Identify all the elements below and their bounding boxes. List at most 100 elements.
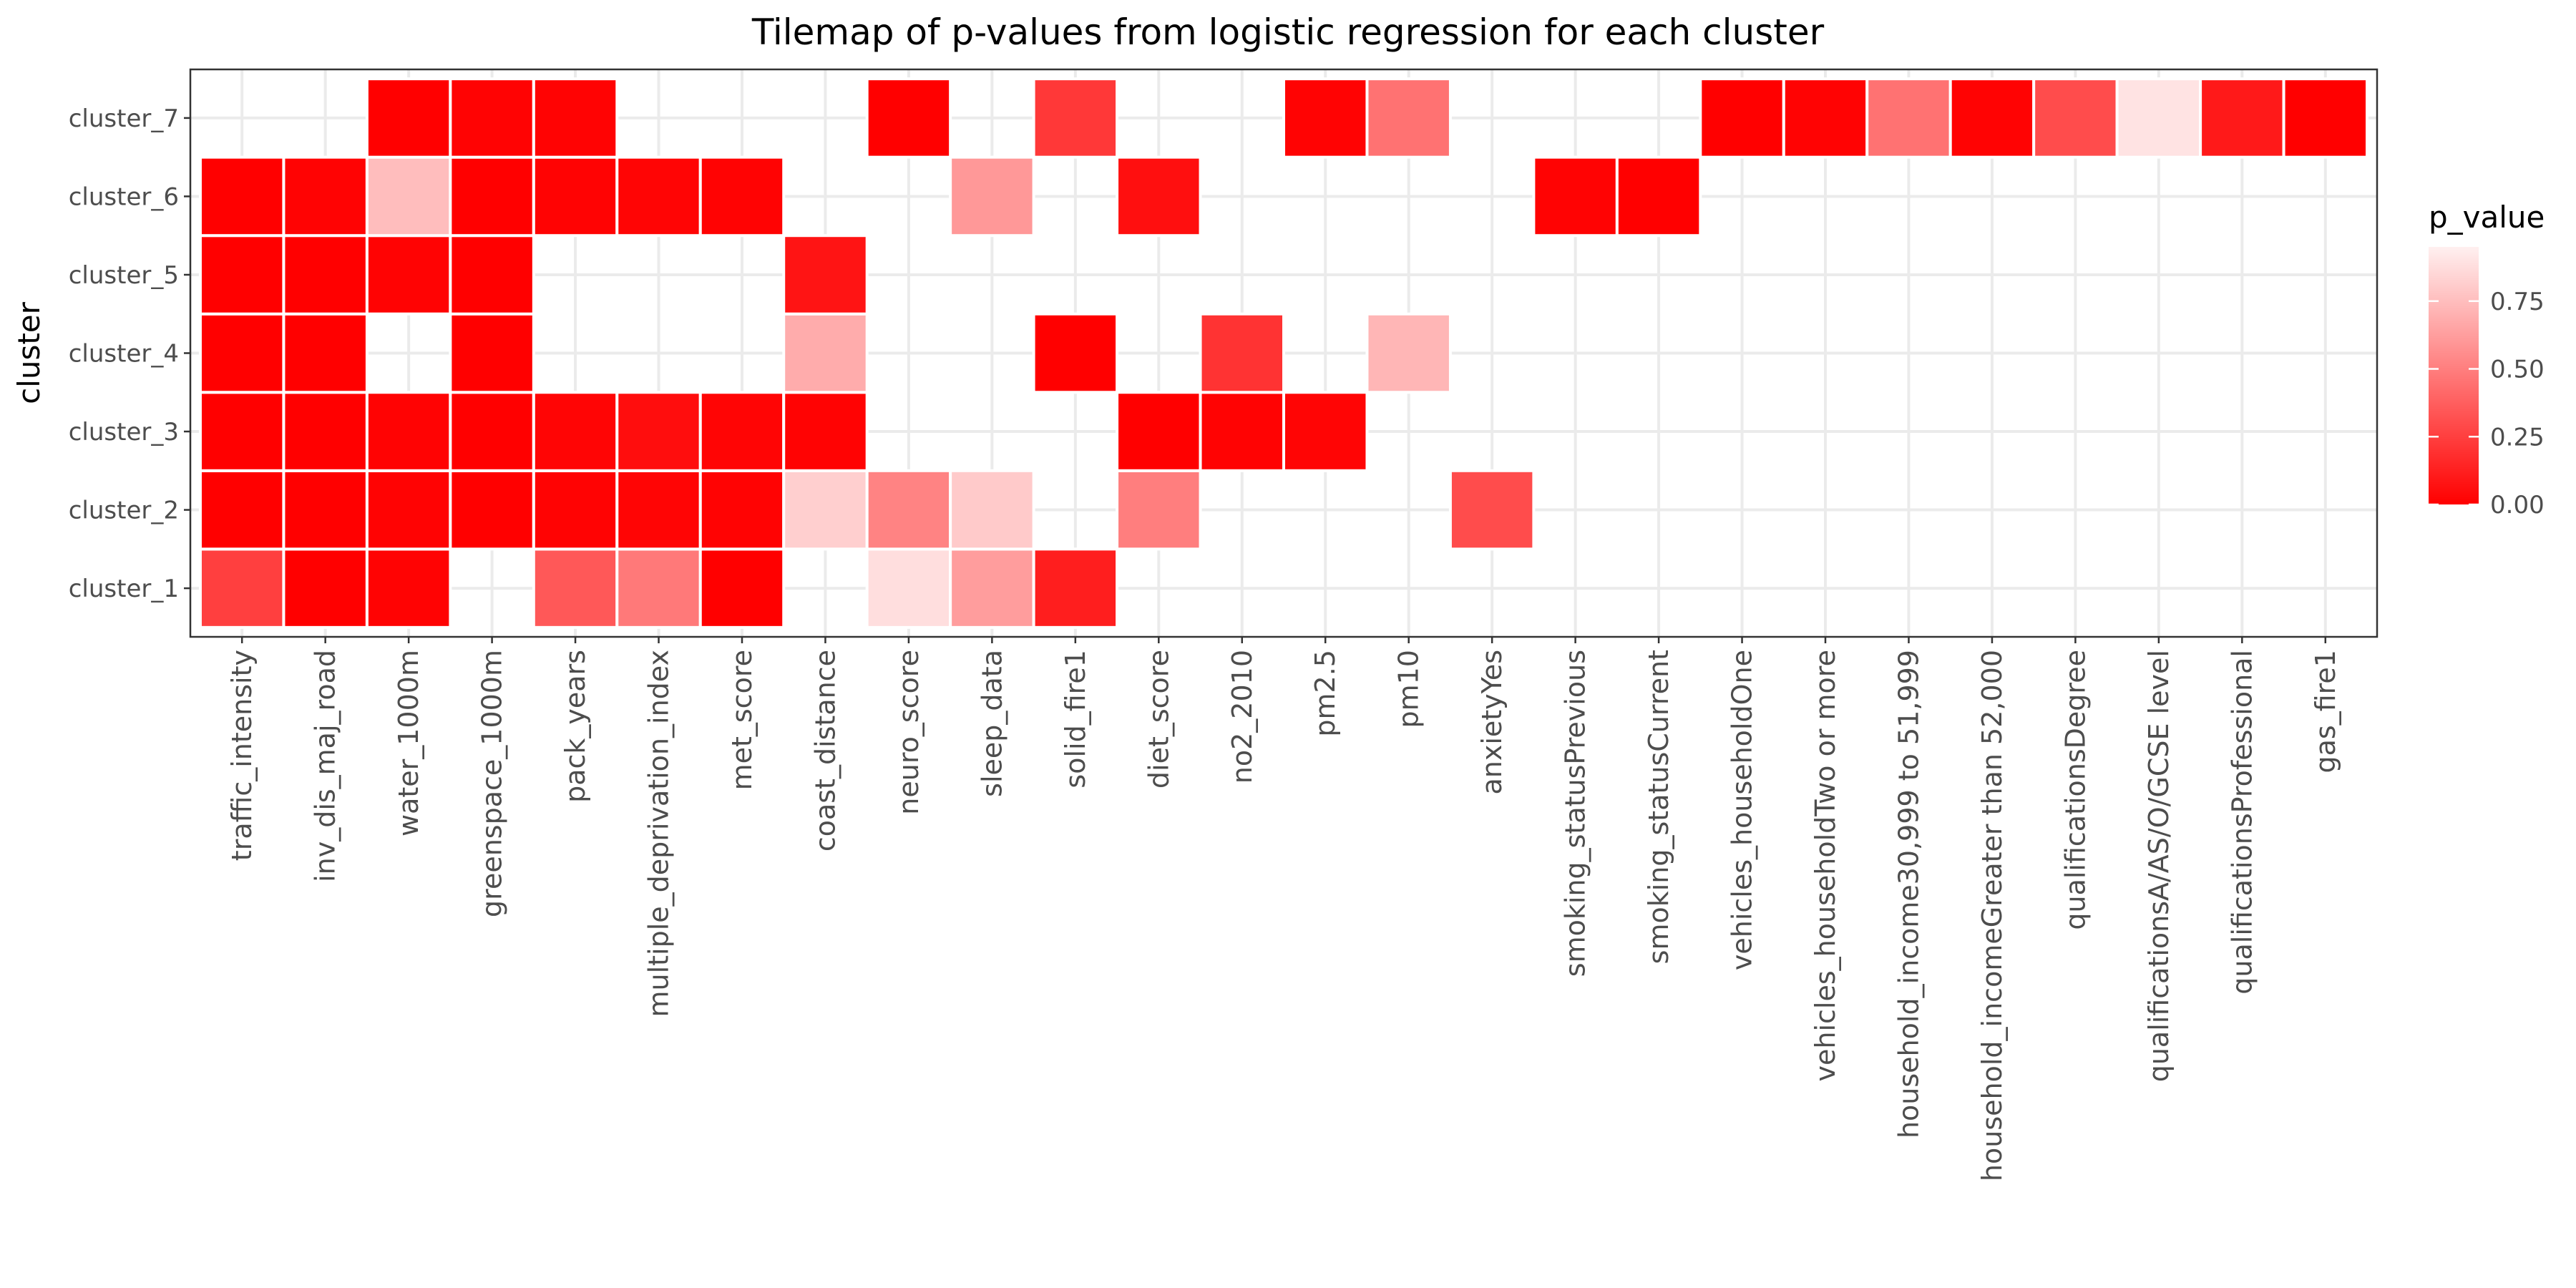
x-tick-label: diet_score bbox=[1143, 650, 1174, 789]
x-tick-label: qualificationsA/AS/O/GCSE level bbox=[2143, 650, 2175, 1082]
heatmap-cell bbox=[1282, 77, 1369, 159]
x-axis: traffic_intensity inv_dis_maj_road water_1… bbox=[226, 637, 2341, 1181]
heatmap-cell bbox=[949, 547, 1035, 629]
x-tick-label: water_1000m bbox=[393, 650, 424, 836]
heatmap-cell bbox=[782, 469, 869, 551]
heatmap-cell bbox=[1116, 155, 1202, 238]
x-tick-label: pack_years bbox=[560, 650, 591, 803]
heatmap-cell bbox=[198, 547, 286, 629]
x-tick-label: household_incomeGreater than 52,000 bbox=[1976, 650, 2008, 1181]
heatmap-cell bbox=[282, 312, 369, 394]
x-tick-label: vehicles_householdOne bbox=[1727, 650, 1758, 970]
x-tick-label: greenspace_1000m bbox=[477, 650, 508, 917]
heatmap-cell bbox=[365, 234, 452, 316]
heatmap-cell bbox=[449, 469, 535, 551]
heatmap-cell bbox=[282, 469, 369, 551]
x-tick-label: pm2.5 bbox=[1309, 650, 1341, 737]
heatmap-tiles bbox=[198, 77, 2369, 629]
heatmap-cell bbox=[615, 469, 702, 551]
heatmap-cell bbox=[449, 391, 535, 472]
plot-panel bbox=[189, 68, 2379, 638]
x-tick-label: neuro_score bbox=[893, 650, 924, 815]
heatmap-cell bbox=[532, 547, 619, 629]
y-axis: cluster_1 cluster_2 cluster_3 cluster_4 clus… bbox=[69, 104, 190, 603]
heatmap-cell bbox=[449, 312, 535, 394]
heatmap-cell bbox=[532, 155, 619, 238]
heatmap-cell bbox=[1032, 77, 1119, 159]
x-tick-label: solid_fire1 bbox=[1060, 650, 1091, 789]
heatmap-cell bbox=[2115, 77, 2202, 159]
x-tick-label: pm10 bbox=[1393, 650, 1425, 728]
heatmap-cell bbox=[449, 234, 535, 316]
heatmap-cell bbox=[1365, 312, 1452, 394]
heatmap-cell bbox=[698, 155, 786, 238]
heatmap-cell bbox=[1116, 469, 1202, 551]
legend-title: p_value bbox=[2429, 200, 2545, 235]
y-tick-label: cluster_5 bbox=[69, 261, 179, 290]
heatmap-cell bbox=[782, 391, 869, 472]
x-tick-label: inv_dis_maj_road bbox=[310, 650, 341, 882]
legend-tick-label: 0.00 bbox=[2490, 491, 2545, 519]
legend-tick-label: 0.25 bbox=[2490, 423, 2545, 452]
legend-tick-label: 0.50 bbox=[2490, 356, 2545, 384]
heatmap-cell bbox=[2199, 77, 2285, 159]
heatmap-cell bbox=[698, 547, 786, 629]
heatmap-cell bbox=[365, 391, 452, 472]
heatmap-cell bbox=[365, 469, 452, 551]
heatmap-cell bbox=[1532, 155, 1619, 238]
heatmap-cell bbox=[1448, 469, 1536, 551]
heatmap-cell bbox=[865, 469, 952, 551]
heatmap-cell bbox=[1865, 77, 1952, 159]
heatmap-cell bbox=[532, 469, 619, 551]
heatmap-cell bbox=[198, 155, 286, 238]
heatmap-cell bbox=[1615, 155, 1702, 238]
heatmap-cell bbox=[532, 391, 619, 472]
heatmap-cell bbox=[949, 469, 1035, 551]
color-legend: p_value 0.00 0.25 0.50 0.75 bbox=[2429, 200, 2545, 519]
y-tick-label: cluster_2 bbox=[69, 497, 179, 525]
heatmap-cell bbox=[449, 155, 535, 238]
x-tick-label: smoking_statusCurrent bbox=[1643, 650, 1674, 964]
heatmap-cell bbox=[198, 469, 286, 551]
legend-tick-label: 0.75 bbox=[2490, 288, 2545, 316]
heatmap-cell bbox=[282, 155, 369, 238]
heatmap-cell bbox=[615, 391, 702, 472]
y-axis-title: cluster bbox=[11, 301, 47, 404]
legend-colorbar bbox=[2429, 247, 2479, 504]
y-tick-label: cluster_6 bbox=[69, 182, 179, 211]
heatmap-cell bbox=[1199, 391, 1286, 472]
x-tick-label: gas_fire1 bbox=[2310, 650, 2341, 773]
x-tick-label: anxietyYes bbox=[1476, 650, 1508, 795]
x-tick-label: met_score bbox=[726, 650, 758, 790]
heatmap-cell bbox=[282, 234, 369, 316]
heatmap-cell bbox=[2282, 77, 2369, 159]
heatmap-cell bbox=[1032, 547, 1119, 629]
heatmap-cell bbox=[1699, 77, 1785, 159]
heatmap-cell bbox=[282, 547, 369, 629]
y-tick-label: cluster_3 bbox=[69, 418, 179, 447]
x-tick-label: multiple_deprivation_index bbox=[643, 650, 675, 1018]
heatmap-cell bbox=[1282, 391, 1369, 472]
x-tick-label: no2_2010 bbox=[1226, 650, 1258, 784]
heatmap-cell bbox=[615, 547, 702, 629]
heatmap-cell bbox=[198, 391, 286, 472]
heatmap-cell bbox=[1116, 391, 1202, 472]
y-tick-label: cluster_4 bbox=[69, 340, 179, 369]
heatmap-cell bbox=[198, 234, 286, 316]
heatmap-cell bbox=[782, 312, 869, 394]
heatmap-cell bbox=[698, 391, 786, 472]
heatmap-cell bbox=[365, 77, 452, 159]
x-tick-label: smoking_statusPrevious bbox=[1560, 650, 1591, 977]
x-tick-label: qualificationsDegree bbox=[2059, 650, 2091, 930]
x-tick-label: qualificationsProfessional bbox=[2226, 650, 2258, 995]
x-tick-label: coast_distance bbox=[809, 650, 841, 852]
heatmap-cell bbox=[865, 77, 952, 159]
heatmap-cell bbox=[198, 312, 286, 394]
y-tick-label: cluster_7 bbox=[69, 104, 179, 133]
heatmap-cell bbox=[698, 469, 786, 551]
heatmap-cell bbox=[1948, 77, 2036, 159]
heatmap-cell bbox=[615, 155, 702, 238]
heatmap-cell bbox=[2032, 77, 2119, 159]
heatmap-cell bbox=[449, 77, 535, 159]
